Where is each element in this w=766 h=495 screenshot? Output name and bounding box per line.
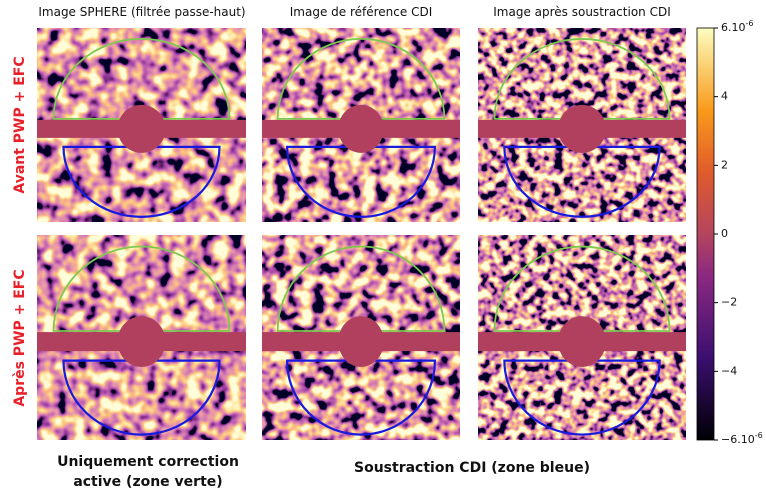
mask-disk: [117, 316, 166, 367]
mask-disk: [558, 104, 606, 153]
row-label: Avant PWP + EFC: [12, 56, 28, 193]
mask-disk: [117, 104, 166, 153]
blue-zone: [62, 145, 221, 218]
image-panel: [478, 235, 686, 440]
blue-zone: [503, 359, 661, 436]
tick-exponent: -6: [755, 431, 763, 440]
blue-zone: [503, 145, 661, 218]
caption: Soustraction CDI (zone bleue): [354, 460, 590, 476]
tick-exponent: -6: [746, 19, 754, 28]
colorbar-tick-label: −6.10-6: [721, 431, 763, 447]
row-label: Après PWP + EFC: [12, 269, 28, 406]
caption: Uniquement correction: [57, 454, 239, 470]
colorbar-tick-label: 0: [721, 227, 728, 240]
green-zone: [52, 37, 231, 120]
image-panel: [478, 28, 686, 222]
blue-zone: [62, 359, 221, 436]
mask-disk: [338, 316, 384, 367]
green-zone: [276, 38, 446, 120]
colorbar-tick-label: 4: [721, 90, 728, 103]
blue-zone: [286, 145, 436, 218]
column-title: Image après soustraction CDI: [493, 5, 671, 19]
green-zone: [493, 37, 671, 120]
image-panel: [262, 235, 460, 440]
colorbar-tick-label: −4: [721, 364, 737, 377]
tick-mantissa: 6.10: [721, 21, 746, 34]
colorbar-tick-label: 6.10-6: [721, 19, 753, 35]
column-title: Image de référence CDI: [290, 5, 432, 19]
tick-mantissa: −6.10: [721, 433, 755, 446]
mask-disk: [558, 316, 606, 367]
image-panel: [262, 28, 460, 222]
image-panel: [37, 28, 246, 222]
blue-zone: [286, 359, 436, 436]
caption: active (zone verte): [73, 474, 222, 490]
column-title: Image SPHERE (filtrée passe-haut): [38, 5, 245, 19]
colorbar-tick-label: 2: [721, 158, 728, 171]
colorbar: [696, 27, 715, 441]
mask-disk: [338, 104, 384, 153]
green-zone: [276, 245, 446, 332]
colorbar-tick-label: −2: [721, 296, 737, 309]
green-zone: [52, 245, 231, 332]
green-zone: [493, 245, 671, 332]
image-panel: [37, 235, 246, 440]
